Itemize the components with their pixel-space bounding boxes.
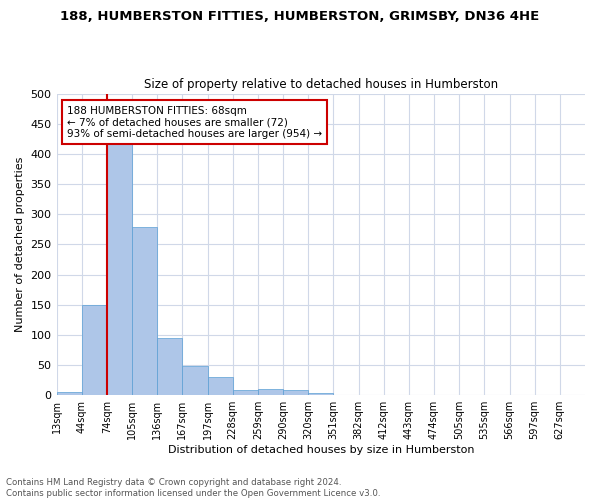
Bar (208, 377, 233, 395)
Bar (283, 390, 308, 395)
X-axis label: Distribution of detached houses by size in Humberston: Distribution of detached houses by size … (167, 445, 474, 455)
Bar (107, 142, 132, 395)
Y-axis label: Number of detached properties: Number of detached properties (15, 156, 25, 332)
Bar (308, 393, 334, 395)
Title: Size of property relative to detached houses in Humberston: Size of property relative to detached ho… (144, 78, 498, 91)
Text: 188 HUMBERSTON FITTIES: 68sqm
← 7% of detached houses are smaller (72)
93% of se: 188 HUMBERSTON FITTIES: 68sqm ← 7% of de… (67, 106, 322, 139)
Bar (56, 392, 82, 395)
Text: 188, HUMBERSTON FITTIES, HUMBERSTON, GRIMSBY, DN36 4HE: 188, HUMBERSTON FITTIES, HUMBERSTON, GRI… (61, 10, 539, 23)
Bar (132, 228, 157, 395)
Bar (182, 366, 208, 395)
Bar (157, 338, 182, 395)
Text: Contains HM Land Registry data © Crown copyright and database right 2024.
Contai: Contains HM Land Registry data © Crown c… (6, 478, 380, 498)
Bar (258, 388, 283, 395)
Bar (233, 390, 258, 395)
Bar (82, 304, 107, 395)
